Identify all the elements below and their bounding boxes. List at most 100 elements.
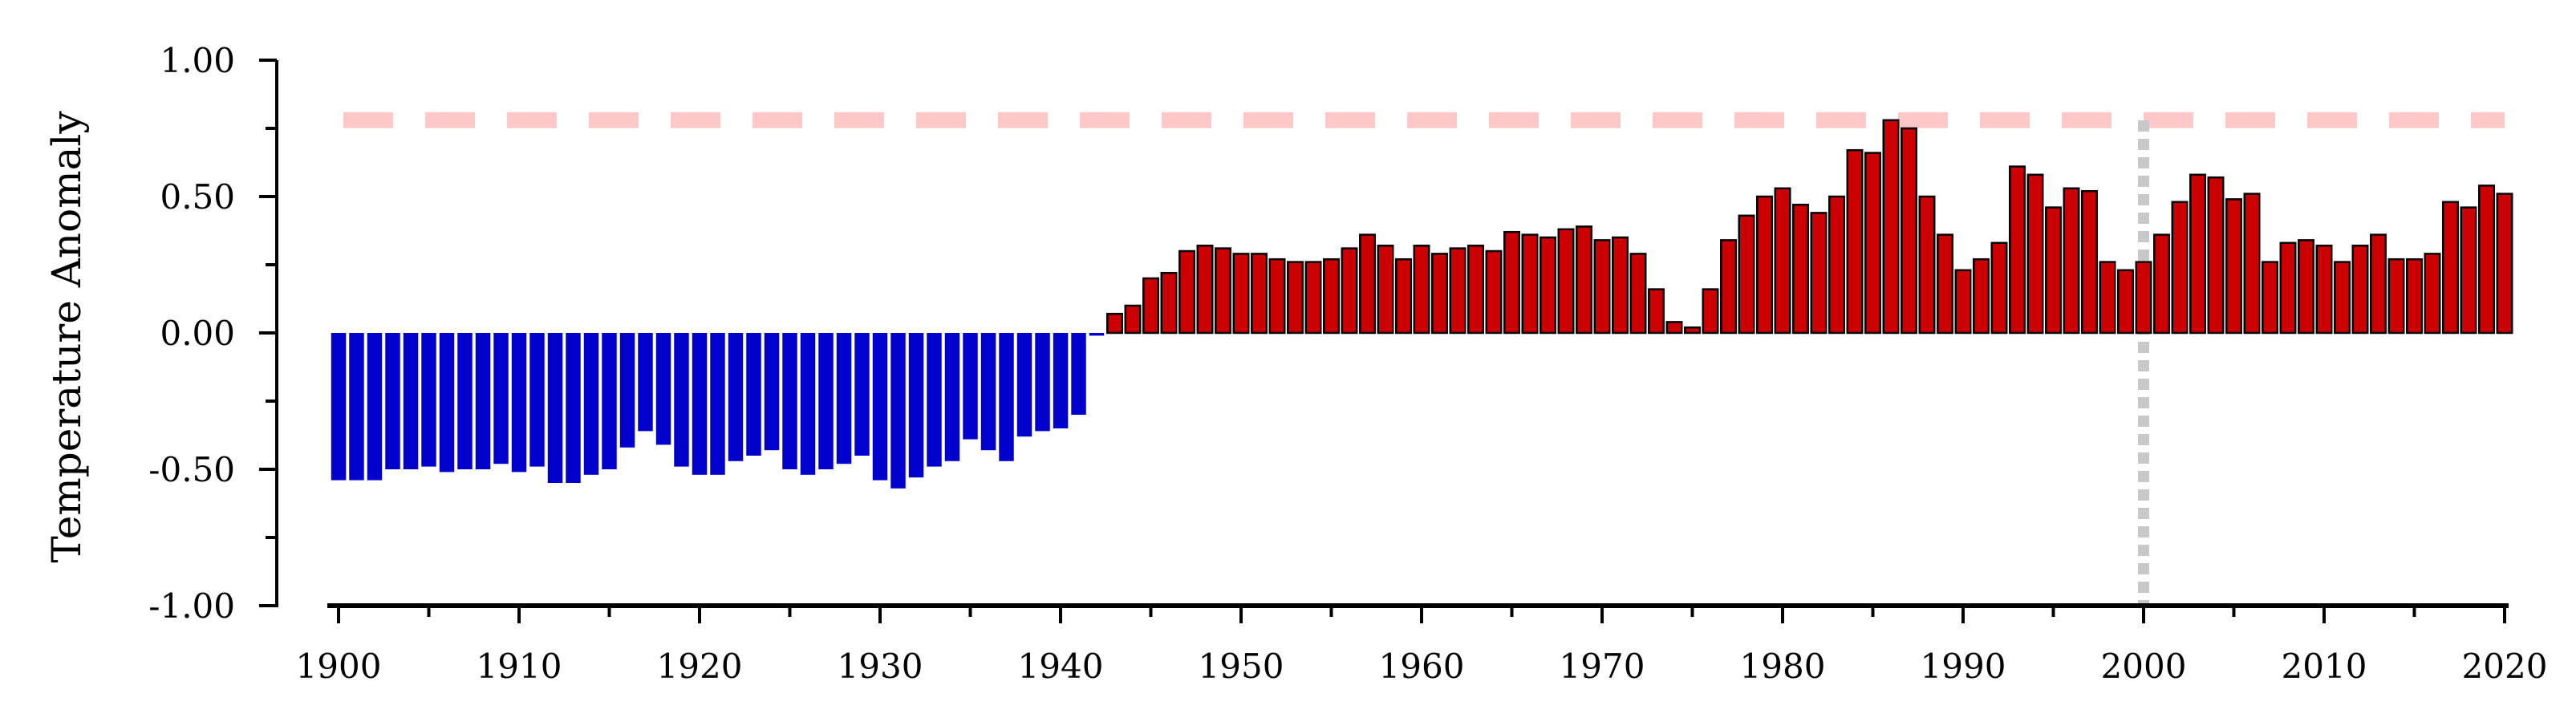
y-tick-label: 0.50 [160,177,235,217]
x-tick-label: 1930 [838,647,923,686]
bar-1969 [1576,225,1592,335]
y-tick-label: -1.00 [148,586,235,626]
bar-1927 [818,333,834,469]
bar-1952 [1268,258,1286,335]
bar-1934 [944,333,960,461]
x-tick-label: 1980 [1740,647,1826,686]
bar-1963 [1467,244,1484,335]
bar-1911 [529,333,545,467]
bar-1986 [1882,119,1900,335]
bar-1921 [710,333,725,475]
bar-1991 [1973,258,1990,335]
bar-1913 [566,333,581,483]
bar-1949 [1215,247,1231,335]
bar-1903 [385,333,400,469]
bar-1994 [2026,173,2044,335]
bar-1981 [1792,203,1809,335]
bar-1958 [1377,244,1394,335]
bar-2009 [2298,239,2314,335]
bar-1978 [1738,214,1755,335]
x-tick-label: 1950 [1199,647,1284,686]
x-tick-label: 1970 [1560,647,1645,686]
bar-1971 [1612,236,1629,335]
bar-1975 [1684,326,1701,335]
bar-1951 [1251,253,1268,335]
bar-1940 [1053,333,1069,428]
bar-1942 [1089,333,1105,336]
bar-1908 [475,333,491,469]
bar-1989 [1937,233,1953,335]
bar-2017 [2442,201,2459,335]
bar-2014 [2387,258,2405,335]
bar-1919 [674,333,689,467]
bar-1926 [800,333,816,475]
bar-1941 [1071,333,1086,415]
bar-1936 [980,333,996,451]
x-tick-label: 1900 [296,647,382,686]
bar-2020 [2496,193,2513,335]
bar-1943 [1106,312,1123,335]
bar-1953 [1287,261,1304,335]
y-tick-label: 0.00 [160,314,235,353]
bar-1997 [2081,189,2098,335]
bar-1984 [1846,148,1864,335]
bar-1915 [602,333,617,469]
bar-1922 [728,333,744,461]
x-tick-label: 2000 [2101,647,2187,686]
bar-1923 [746,333,761,456]
bar-2005 [2225,198,2242,335]
bar-1979 [1756,195,1773,335]
bar-2010 [2315,244,2333,335]
bar-1939 [1035,333,1050,432]
bar-1930 [872,333,888,481]
bar-1967 [1540,236,1556,335]
bar-1905 [421,333,436,467]
bar-1968 [1557,228,1575,335]
bar-1900 [331,333,347,481]
y-tick-label: 1.00 [160,41,235,80]
bar-1970 [1593,239,1611,335]
bar-1955 [1323,258,1340,335]
bar-2019 [2478,185,2495,335]
bar-1945 [1142,277,1159,335]
bar-1932 [908,333,924,478]
bar-1999 [2117,269,2134,335]
bar-1931 [890,333,906,489]
bar-1909 [493,333,509,464]
bar-2001 [2153,233,2170,335]
x-tick-label: 1960 [1379,647,1465,686]
bar-1914 [583,333,599,475]
bar-1938 [1016,333,1032,437]
bar-1929 [854,333,870,456]
x-tick-label: 2020 [2462,647,2548,686]
bar-1966 [1521,233,1539,335]
bar-1928 [836,333,852,464]
bar-1983 [1828,195,1845,335]
bar-1916 [619,333,635,448]
bar-1904 [403,333,419,469]
bar-1961 [1431,253,1448,335]
reference-layer [343,112,2505,608]
bar-2015 [2406,258,2423,335]
bar-1998 [2099,261,2116,335]
bar-1972 [1629,253,1647,335]
bar-2013 [2370,233,2387,335]
bar-2002 [2171,201,2189,335]
bar-1902 [367,333,383,481]
bar-2012 [2351,244,2369,335]
x-tick-label: 1940 [1018,647,1104,686]
bar-1912 [547,333,563,483]
bar-1980 [1774,187,1791,335]
bar-2011 [2334,261,2351,335]
bar-1996 [2063,187,2080,335]
bar-1982 [1810,212,1828,335]
bar-1947 [1178,249,1195,335]
bar-1925 [782,333,797,469]
bar-1910 [511,333,527,473]
bar-1906 [439,333,455,473]
bar-1987 [1901,127,1917,335]
bar-1954 [1304,261,1322,335]
x-tick-label: 2010 [2282,647,2367,686]
bar-1946 [1160,271,1178,335]
bar-1956 [1341,247,1358,335]
